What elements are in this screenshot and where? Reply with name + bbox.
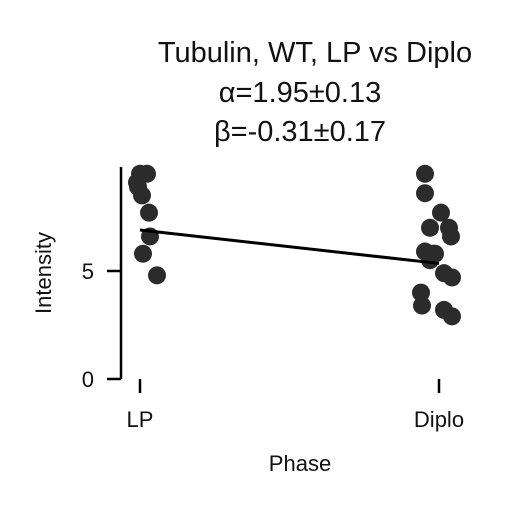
title-line-1: Tubulin, WT, LP vs Diplo [158,37,472,69]
y-tick-label-0: 0 [82,367,94,392]
data-point-lp-4 [133,186,151,204]
y-axis-label: Intensity [31,232,56,314]
data-point-diplo-20 [443,268,461,286]
chart-title: Tubulin, WT, LP vs Diplo α=1.95±0.13 β=-… [158,37,472,148]
x-axis-label: Phase [269,451,331,476]
data-point-diplo-22 [413,297,431,315]
x-tick-label-lp: LP [127,407,154,432]
x-tick-label-diplo: Diplo [414,407,464,432]
data-point-diplo-14 [442,227,460,245]
y-tick-label-5: 5 [82,259,94,284]
data-points [128,165,461,326]
data-point-lp-5 [140,204,158,222]
data-point-diplo-18 [421,251,439,269]
data-point-diplo-24 [443,307,461,325]
title-line-3: β=-0.31±0.17 [214,116,386,148]
title-line-2: α=1.95±0.13 [219,77,382,109]
data-point-diplo-12 [421,219,439,237]
data-point-diplo-10 [416,184,434,202]
data-point-diplo-9 [416,165,434,183]
fit-line [140,230,439,263]
data-point-lp-8 [148,266,166,284]
data-point-lp-7 [134,245,152,263]
